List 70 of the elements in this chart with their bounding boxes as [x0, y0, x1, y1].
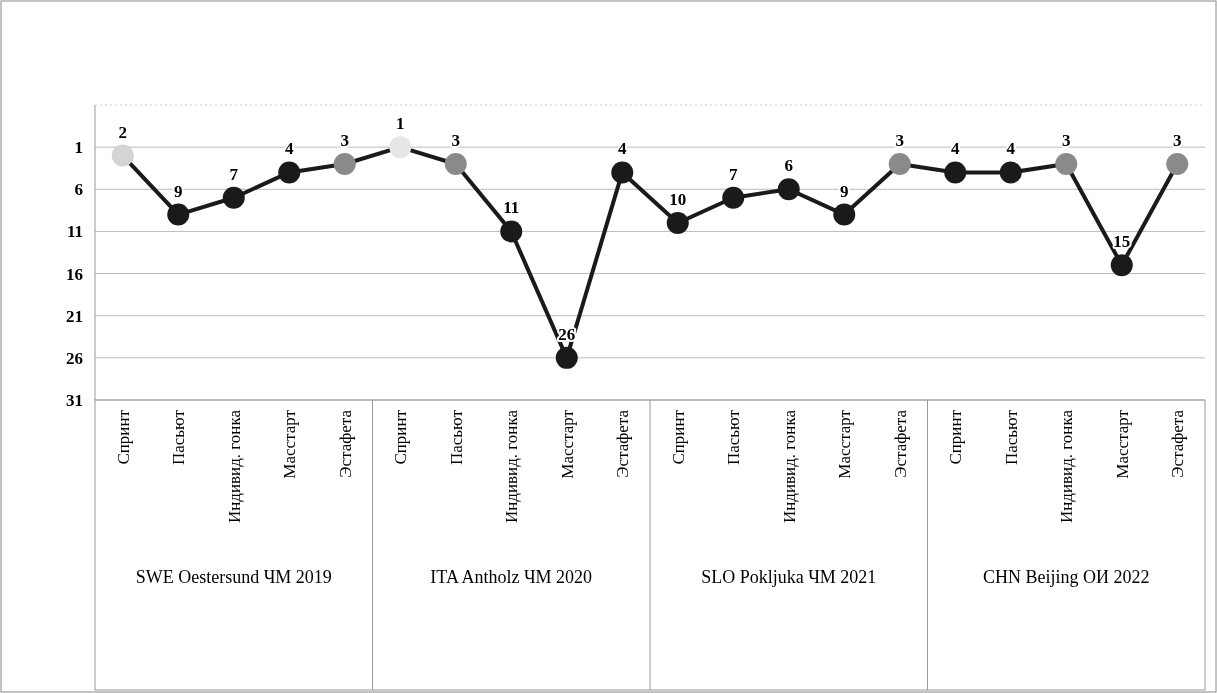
point [611, 161, 634, 184]
data-label: 6 [784, 156, 793, 176]
point [555, 346, 578, 369]
x-tick-label: Масстарт [280, 409, 300, 479]
text: SWE Oestersund ЧМ 2019 [134, 566, 333, 589]
point [278, 161, 301, 184]
data-label: 9 [840, 181, 849, 201]
data-label: 3 [895, 131, 904, 150]
point [666, 212, 689, 234]
x-tick-label: Спринт [946, 409, 966, 465]
x-tick-label: Спринт [668, 409, 688, 465]
x-tick-label: Эстафета [335, 409, 355, 478]
x-tick-label: Масстарт [557, 409, 577, 479]
point [888, 153, 911, 175]
point [111, 144, 134, 167]
data-label: 7 [229, 164, 239, 184]
point [500, 220, 523, 243]
x-tick-label: Индивид. гонка [1057, 409, 1077, 524]
data-label: 15 [1113, 232, 1131, 252]
x-tick-label: Пасьют [1001, 409, 1021, 466]
y-tick-label: 31 [66, 390, 83, 410]
x-tick-label: Пасьют [446, 409, 466, 466]
data-label: 2 [118, 122, 127, 142]
text: SLO Pokljuka ЧМ 2021 [700, 566, 878, 589]
x-tick-label: Эстафета [1168, 409, 1188, 478]
x-tick-label: Эстафета [890, 409, 910, 478]
data-label: 10 [669, 190, 687, 209]
point [999, 161, 1022, 184]
point [222, 186, 245, 209]
data-label: 7 [729, 164, 738, 184]
data-label: 4 [1006, 139, 1016, 159]
data-label: 11 [503, 198, 520, 218]
data-label: 9 [174, 181, 183, 201]
text: ITA Antholz ЧМ 2020 [429, 566, 594, 589]
data-label: 4 [285, 139, 294, 159]
point [1166, 153, 1189, 175]
data-label: 3 [451, 131, 460, 150]
data-label: 3 [1062, 131, 1071, 150]
data-label: 4 [951, 139, 960, 159]
x-tick-label: Индивид. гонка [502, 409, 522, 524]
y-tick-label: 11 [66, 222, 83, 242]
x-tick-label: Масстарт [1112, 409, 1132, 479]
text: CHN Beijing ОИ 2022 [982, 566, 1151, 589]
x-tick-label: Масстарт [835, 409, 855, 479]
x-tick-label: Пасьют [169, 409, 189, 466]
data-label: 4 [618, 139, 627, 159]
data-label: 3 [340, 131, 349, 150]
x-tick-label: Эстафета [613, 409, 633, 478]
data-label: 1 [396, 114, 405, 134]
y-tick-label: 1 [74, 138, 83, 158]
point [722, 186, 745, 209]
y-tick-label: 16 [66, 264, 83, 284]
x-tick-label: Индивид. гонка [224, 409, 244, 524]
point [389, 136, 412, 159]
point [777, 178, 800, 201]
point [1110, 254, 1133, 277]
point [333, 153, 356, 175]
point [444, 153, 467, 175]
y-tick-label: 26 [66, 348, 83, 368]
y-tick-label: 6 [74, 180, 83, 200]
x-tick-label: Индивид. гонка [779, 409, 799, 524]
y-tick-label: 21 [66, 306, 83, 326]
point [944, 161, 967, 184]
x-tick-label: Пасьют [724, 409, 744, 466]
point [833, 203, 856, 226]
x-tick-label: Спринт [391, 409, 411, 465]
point [167, 203, 190, 226]
data-label: 3 [1173, 131, 1182, 150]
point [1055, 153, 1078, 175]
x-tick-label: Спринт [113, 409, 133, 465]
